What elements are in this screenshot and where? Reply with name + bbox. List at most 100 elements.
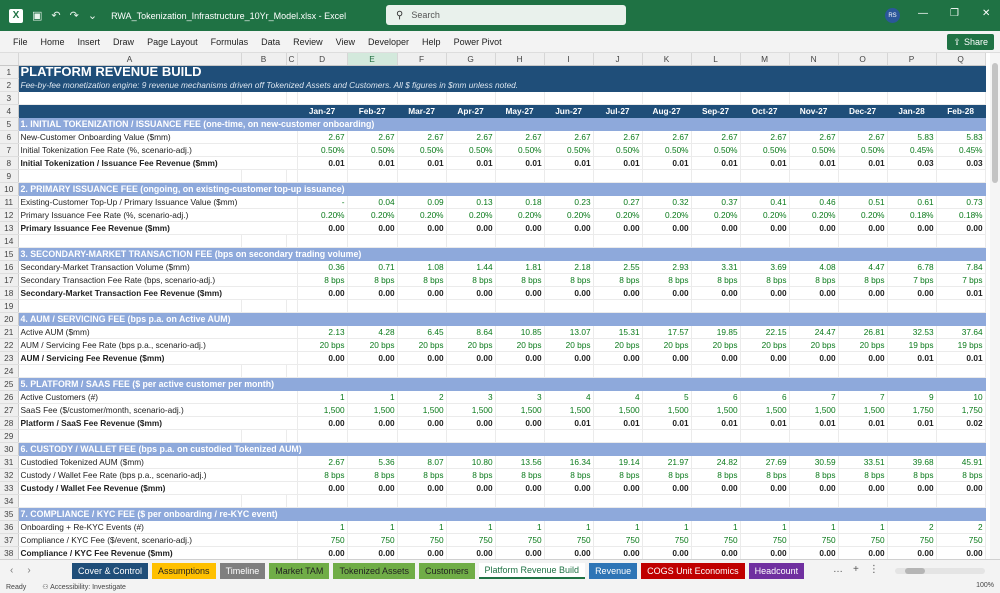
value-cell[interactable]: 0.00	[397, 351, 447, 366]
value-cell[interactable]: 1	[347, 520, 398, 535]
value-cell[interactable]: 0.50%	[446, 143, 496, 158]
column-header-p[interactable]: P	[887, 53, 937, 67]
value-cell[interactable]: 0.00	[887, 221, 937, 236]
value-cell[interactable]: 8 bps	[936, 468, 986, 483]
value-cell[interactable]: 0.00	[936, 221, 986, 236]
value-cell[interactable]: 0.00	[936, 481, 986, 496]
value-cell[interactable]: 8 bps	[297, 273, 348, 288]
value-cell[interactable]: 1,500	[642, 403, 692, 418]
cell[interactable]	[740, 234, 790, 249]
month-header[interactable]: Oct-27	[740, 104, 790, 119]
cell[interactable]	[397, 494, 447, 509]
cell[interactable]	[544, 494, 594, 509]
cell[interactable]	[887, 494, 937, 509]
value-cell[interactable]: 0.01	[446, 156, 496, 171]
cell[interactable]	[495, 169, 545, 184]
value-cell[interactable]: 0.51	[838, 195, 888, 210]
value-cell[interactable]: 2.67	[297, 130, 348, 145]
value-cell[interactable]: 0.00	[838, 221, 888, 236]
cell[interactable]	[347, 494, 398, 509]
cell[interactable]	[642, 429, 692, 444]
undo-icon[interactable]: ↶	[51, 10, 61, 22]
value-cell[interactable]: 45.91	[936, 455, 986, 470]
value-cell[interactable]: 20 bps	[691, 338, 741, 353]
row-header[interactable]: 22	[0, 338, 19, 353]
column-header-l[interactable]: L	[691, 53, 741, 67]
value-cell[interactable]: 0.20%	[544, 208, 594, 223]
cell[interactable]	[887, 299, 937, 314]
value-cell[interactable]: 3	[446, 390, 496, 405]
column-header-b[interactable]: B	[241, 53, 287, 67]
value-cell[interactable]: 2.67	[347, 130, 398, 145]
cell[interactable]	[691, 169, 741, 184]
value-cell[interactable]: 0.13	[446, 195, 496, 210]
value-cell[interactable]: 0.00	[642, 351, 692, 366]
value-cell[interactable]: 1	[397, 520, 447, 535]
row-header[interactable]: 20	[0, 312, 19, 327]
horizontal-scroll-thumb[interactable]	[905, 568, 925, 574]
value-cell[interactable]: 0.50%	[642, 143, 692, 158]
row-header[interactable]: 3	[0, 91, 19, 106]
value-cell[interactable]: 0.00	[297, 546, 348, 559]
value-cell[interactable]: 0.00	[446, 351, 496, 366]
cell[interactable]	[446, 494, 496, 509]
cell[interactable]	[241, 429, 287, 444]
value-cell[interactable]: 5.83	[887, 130, 937, 145]
cell[interactable]	[887, 169, 937, 184]
section-header[interactable]: 3. SECONDARY-MARKET TRANSACTION FEE (bps…	[18, 247, 986, 262]
value-cell[interactable]: 0.00	[887, 546, 937, 559]
row-header[interactable]: 5	[0, 117, 19, 132]
column-header-c[interactable]: C	[286, 53, 298, 67]
value-cell[interactable]: 27.69	[740, 455, 790, 470]
row-header[interactable]: 23	[0, 351, 19, 366]
cell[interactable]	[18, 299, 242, 314]
redo-icon[interactable]: ↷	[69, 10, 79, 22]
row-header[interactable]: 13	[0, 221, 19, 236]
row-header[interactable]: 27	[0, 403, 19, 418]
more-sheets-icon[interactable]: …	[833, 564, 843, 575]
value-cell[interactable]: 32.53	[887, 325, 937, 340]
value-cell[interactable]: 0.03	[936, 156, 986, 171]
value-cell[interactable]: 8 bps	[838, 468, 888, 483]
cell[interactable]	[241, 494, 287, 509]
vertical-scrollbar[interactable]	[990, 53, 1000, 559]
value-cell[interactable]: 0.00	[495, 546, 545, 559]
value-cell[interactable]: 20 bps	[642, 338, 692, 353]
cell[interactable]	[936, 429, 986, 444]
value-cell[interactable]: 1,500	[740, 403, 790, 418]
section-header[interactable]: 4. AUM / SERVICING FEE (bps p.a. on Acti…	[18, 312, 986, 327]
cell[interactable]	[544, 65, 594, 80]
value-cell[interactable]: 37.64	[936, 325, 986, 340]
value-cell[interactable]: 1	[544, 520, 594, 535]
row-header[interactable]: 26	[0, 390, 19, 405]
tab-customers[interactable]: Customers	[418, 563, 475, 579]
value-cell[interactable]: 0.61	[887, 195, 937, 210]
value-cell[interactable]: 0.73	[936, 195, 986, 210]
tab-tokenized-assets[interactable]: Tokenized Assets	[333, 563, 415, 579]
value-cell[interactable]: 3.31	[691, 260, 741, 275]
cell[interactable]	[789, 364, 839, 379]
value-cell[interactable]: 0.00	[691, 546, 741, 559]
value-cell[interactable]: 0.00	[397, 416, 447, 431]
value-cell[interactable]: 1	[642, 520, 692, 535]
value-cell[interactable]: 7	[789, 390, 839, 405]
value-cell[interactable]: 1	[297, 520, 348, 535]
value-cell[interactable]: 1,500	[838, 403, 888, 418]
value-cell[interactable]: 750	[691, 533, 741, 548]
row-header[interactable]: 17	[0, 273, 19, 288]
value-cell[interactable]: 2	[887, 520, 937, 535]
value-cell[interactable]: 1	[495, 520, 545, 535]
tab-platform-revenue-build[interactable]: Platform Revenue Build	[478, 563, 586, 579]
split-handle-icon[interactable]: ⋮	[868, 564, 879, 575]
value-cell[interactable]: 0.00	[740, 286, 790, 301]
value-cell[interactable]: 17.57	[642, 325, 692, 340]
cell[interactable]	[544, 299, 594, 314]
value-cell[interactable]: 19 bps	[936, 338, 986, 353]
value-cell[interactable]: 750	[397, 533, 447, 548]
value-cell[interactable]: 0.00	[297, 351, 348, 366]
value-cell[interactable]: 0.00	[495, 286, 545, 301]
value-cell[interactable]: 0.00	[936, 546, 986, 559]
value-cell[interactable]: 0.02	[936, 416, 986, 431]
line-item-label[interactable]: Initial Tokenization Fee Rate (%, scenar…	[18, 143, 298, 158]
value-cell[interactable]: 0.01	[297, 156, 348, 171]
